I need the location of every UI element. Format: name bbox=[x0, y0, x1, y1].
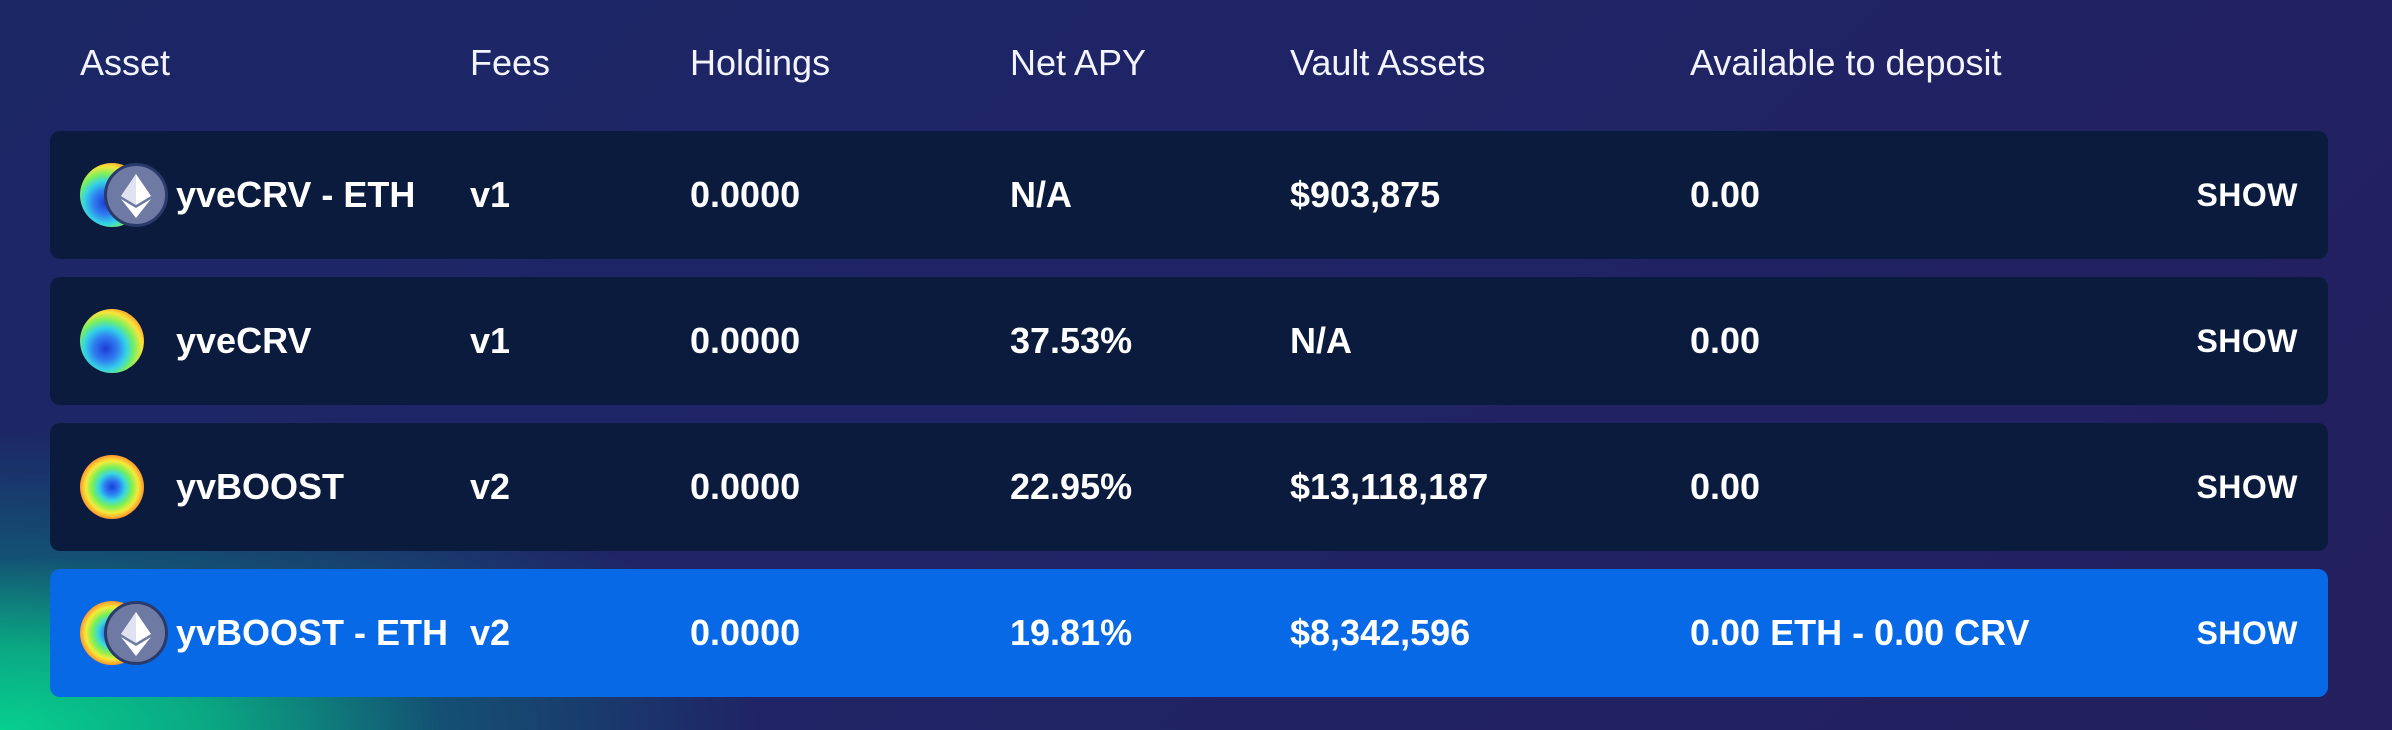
column-header-vault-assets[interactable]: Vault Assets bbox=[1290, 42, 1486, 83]
show-button[interactable]: SHOW bbox=[2196, 615, 2298, 651]
vault-row-yvboost[interactable]: yvBOOST v2 0.0000 22.95% $13,118,187 0.0… bbox=[50, 423, 2328, 551]
net-apy-value: 22.95% bbox=[1010, 466, 1133, 507]
asset-name: yveCRV - ETH bbox=[176, 174, 416, 215]
vault-assets-value: $13,118,187 bbox=[1290, 466, 1489, 507]
column-header-holdings[interactable]: Holdings bbox=[690, 42, 831, 83]
column-header-fees[interactable]: Fees bbox=[470, 42, 551, 83]
available-value: 0.00 bbox=[1690, 174, 1761, 215]
fees-value: v1 bbox=[470, 174, 511, 215]
holdings-value: 0.0000 bbox=[690, 320, 801, 361]
asset-icons bbox=[80, 309, 180, 373]
vault-row-yvecrv[interactable]: yveCRV v1 0.0000 37.53% N/A 0.00 SHOW bbox=[50, 277, 2328, 405]
holdings-value: 0.0000 bbox=[690, 174, 801, 215]
net-apy-value: 19.81% bbox=[1010, 612, 1133, 653]
asset-name: yvBOOST bbox=[176, 466, 345, 507]
vault-assets-value: $903,875 bbox=[1290, 174, 1441, 215]
available-value: 0.00 bbox=[1690, 466, 1761, 507]
column-header-asset[interactable]: Asset bbox=[80, 42, 171, 83]
boost-icon bbox=[80, 455, 144, 519]
vault-row-yvecrv-eth[interactable]: yveCRV - ETH v1 0.0000 N/A $903,875 0.00… bbox=[50, 131, 2328, 259]
asset-icons bbox=[80, 163, 180, 227]
show-button[interactable]: SHOW bbox=[2196, 177, 2298, 213]
show-button[interactable]: SHOW bbox=[2196, 469, 2298, 505]
net-apy-value: 37.53% bbox=[1010, 320, 1133, 361]
eth-icon bbox=[104, 163, 168, 227]
vault-assets-value: $8,342,596 bbox=[1290, 612, 1471, 653]
eth-icon bbox=[104, 601, 168, 665]
vault-assets-value: N/A bbox=[1290, 320, 1352, 361]
asset-icons bbox=[80, 455, 180, 519]
column-header-available[interactable]: Available to deposit bbox=[1690, 42, 2002, 83]
net-apy-value: N/A bbox=[1010, 174, 1072, 215]
fees-value: v1 bbox=[470, 320, 511, 361]
column-header-net-apy[interactable]: Net APY bbox=[1010, 42, 1147, 83]
fees-value: v2 bbox=[470, 612, 511, 653]
available-value: 0.00 ETH - 0.00 CRV bbox=[1690, 612, 2030, 653]
crv-icon bbox=[80, 309, 144, 373]
holdings-value: 0.0000 bbox=[690, 466, 801, 507]
fees-value: v2 bbox=[470, 466, 511, 507]
holdings-value: 0.0000 bbox=[690, 612, 801, 653]
table-header: Asset Fees Holdings Net APY Vault Assets… bbox=[0, 0, 2392, 130]
asset-name: yveCRV bbox=[176, 320, 312, 361]
asset-name: yvBOOST - ETH bbox=[176, 612, 449, 653]
vault-row-yvboost-eth[interactable]: yvBOOST - ETH v2 0.0000 19.81% $8,342,59… bbox=[50, 569, 2328, 697]
asset-icons bbox=[80, 601, 180, 665]
available-value: 0.00 bbox=[1690, 320, 1761, 361]
show-button[interactable]: SHOW bbox=[2196, 323, 2298, 359]
